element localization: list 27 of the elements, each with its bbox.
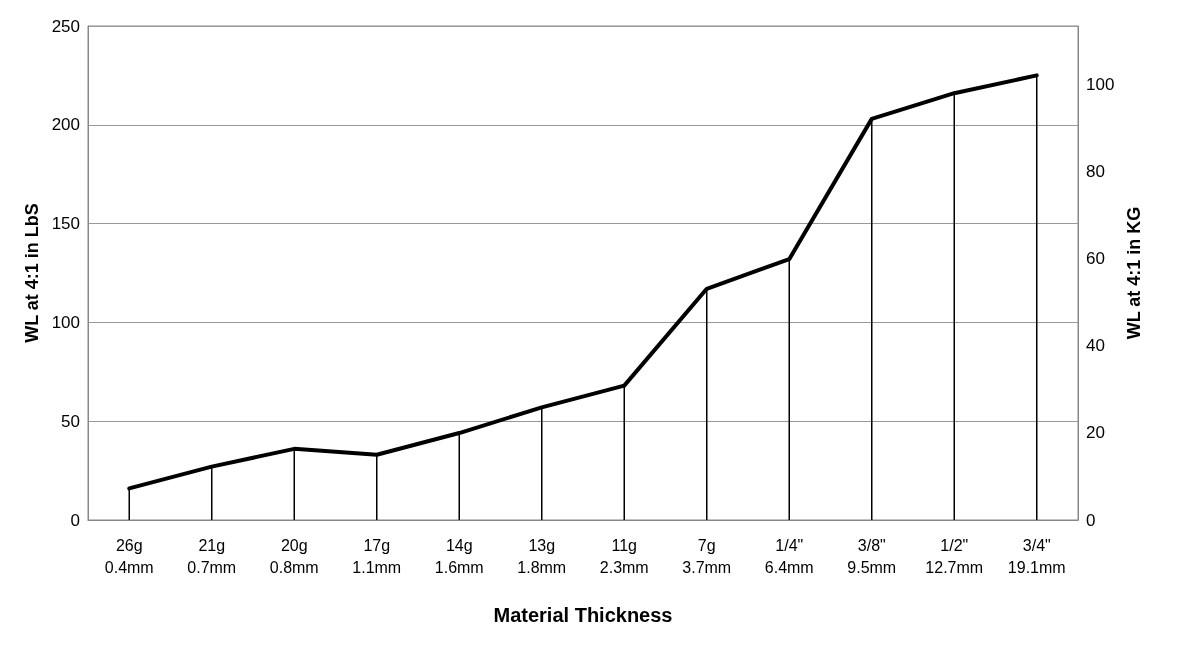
y-tick-label: 150 <box>51 214 80 234</box>
x-tick-label: 7g 3.7mm <box>682 536 732 576</box>
y-tick-label: 50 <box>61 411 80 431</box>
x-axis-title: Material Thickness <box>493 604 673 626</box>
x-tick-label: 3/4" 19.1mm <box>1007 536 1066 576</box>
x-tick-label: 21g 0.7mm <box>187 536 237 576</box>
x-tick-label: 11g 2.3mm <box>599 536 649 576</box>
y-tick-label: 100 <box>51 312 80 332</box>
x-tick-label: 26g 0.4mm <box>104 536 154 576</box>
y2-tick-label: 80 <box>1086 162 1105 181</box>
y-tick-label: 0 <box>70 510 80 530</box>
y2-tick-label: 100 <box>1086 74 1115 94</box>
y2-tick-label: 0 <box>1086 510 1096 530</box>
x-tick-label: 3/8" 9.5mm <box>847 536 897 576</box>
x-tick-label: 13g 1.8mm <box>517 536 567 576</box>
x-tick-label: 20g 0.8mm <box>269 536 319 576</box>
y2-tick-label: 60 <box>1086 249 1105 269</box>
y-tick-label: 200 <box>51 115 80 135</box>
y2-tick-label: 40 <box>1086 336 1105 356</box>
x-tick-label: 14g 1.6mm <box>434 536 484 576</box>
y-tick-label: 250 <box>51 16 80 36</box>
x-tick-label: 17g 1.1mm <box>352 536 402 576</box>
y2-axis-title: WL at 4:1 in KG <box>1124 206 1145 340</box>
y2-tick-label: 20 <box>1086 423 1105 443</box>
x-tick-label: 1/4" 6.4mm <box>764 536 814 576</box>
x-tick-label: 1/2" 12.7mm <box>925 536 984 576</box>
y-axis-title: WL at 4:1 in LbS <box>21 203 42 343</box>
